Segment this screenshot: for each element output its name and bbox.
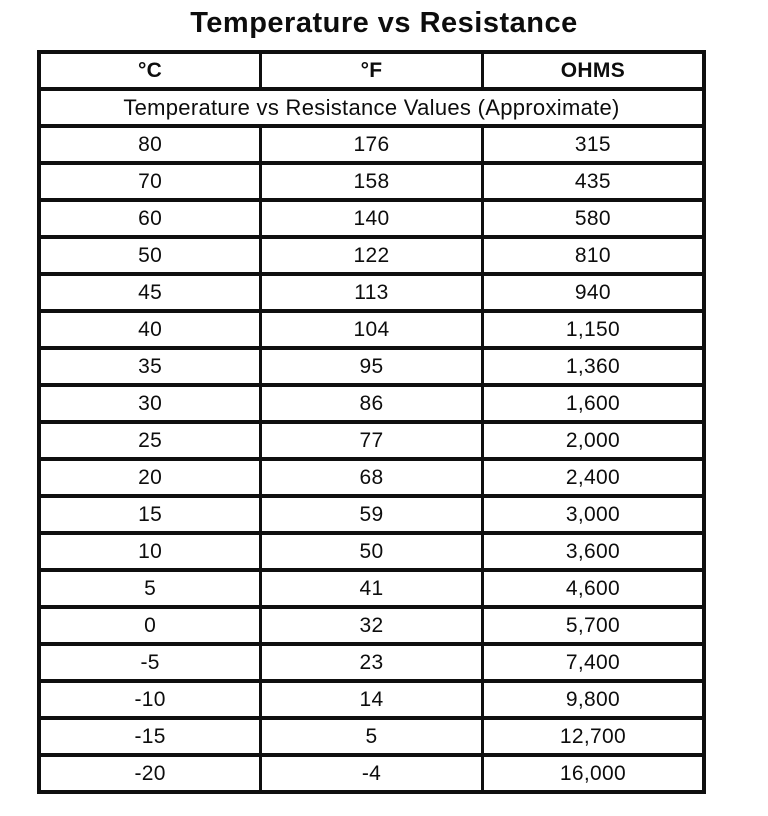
table-row: 60 140 580 (37, 198, 706, 239)
page-title: Temperature vs Resistance (190, 7, 578, 39)
table-cell: 10 (37, 531, 263, 572)
table-cell: 5 (37, 568, 263, 609)
table-cell: 68 (259, 457, 484, 498)
table-cell: -20 (37, 753, 263, 794)
table-cell: 5,700 (480, 605, 706, 646)
table-row: -10 14 9,800 (37, 679, 706, 720)
table-cell: 12,700 (480, 716, 706, 757)
table-subtitle: Temperature vs Resistance Values (Approx… (37, 87, 706, 128)
table-cell: 580 (480, 198, 706, 239)
table-cell: 3,000 (480, 494, 706, 535)
table-cell: 20 (37, 457, 263, 498)
table-cell: 14 (259, 679, 484, 720)
table-cell: 30 (37, 383, 263, 424)
table-cell: 80 (37, 124, 263, 165)
table-cell: 25 (37, 420, 263, 461)
table-cell: 59 (259, 494, 484, 535)
header-row: °C °F OHMS (37, 50, 706, 91)
table-cell: 0 (37, 605, 263, 646)
table-row: 40 104 1,150 (37, 309, 706, 350)
table-cell: 23 (259, 642, 484, 683)
table-cell: 50 (37, 235, 263, 276)
table-cell: 1,600 (480, 383, 706, 424)
table-row: -5 23 7,400 (37, 642, 706, 683)
table-cell: 2,000 (480, 420, 706, 461)
table-cell: 32 (259, 605, 484, 646)
table-row: 0 32 5,700 (37, 605, 706, 646)
table-row: 35 95 1,360 (37, 346, 706, 387)
table-row: 70 158 435 (37, 161, 706, 202)
table-cell: 5 (259, 716, 484, 757)
column-header-ohms: OHMS (480, 50, 706, 91)
table-cell: 176 (259, 124, 484, 165)
table-row: -20 -4 16,000 (37, 753, 706, 794)
table-cell: 1,360 (480, 346, 706, 387)
table-row: 25 77 2,000 (37, 420, 706, 461)
table-cell: 45 (37, 272, 263, 313)
table-cell: 41 (259, 568, 484, 609)
table-cell: 50 (259, 531, 484, 572)
table-cell: 70 (37, 161, 263, 202)
table-row: 10 50 3,600 (37, 531, 706, 572)
table-row: 50 122 810 (37, 235, 706, 276)
table-row: 30 86 1,600 (37, 383, 706, 424)
table-cell: 810 (480, 235, 706, 276)
table-cell: -4 (259, 753, 484, 794)
table-cell: 77 (259, 420, 484, 461)
table-row: -15 5 12,700 (37, 716, 706, 757)
table-cell: 95 (259, 346, 484, 387)
subtitle-row: Temperature vs Resistance Values (Approx… (37, 87, 706, 128)
table-cell: 104 (259, 309, 484, 350)
table-row: 45 113 940 (37, 272, 706, 313)
table-cell: 60 (37, 198, 263, 239)
table-body: 80 176 315 70 158 435 60 140 580 50 122 810 45 113 940… (37, 124, 706, 794)
table-cell: 2,400 (480, 457, 706, 498)
table-row: 5 41 4,600 (37, 568, 706, 609)
table-cell: -5 (37, 642, 263, 683)
table-cell: 122 (259, 235, 484, 276)
table-cell: -10 (37, 679, 263, 720)
table-cell: 3,600 (480, 531, 706, 572)
table-cell: 113 (259, 272, 484, 313)
table-cell: 1,150 (480, 309, 706, 350)
temperature-resistance-table: °C °F OHMS Temperature vs Resistance Val… (37, 50, 706, 794)
table-cell: 16,000 (480, 753, 706, 794)
table-cell: 940 (480, 272, 706, 313)
table-cell: 4,600 (480, 568, 706, 609)
table-cell: 435 (480, 161, 706, 202)
table-cell: 315 (480, 124, 706, 165)
table-cell: 35 (37, 346, 263, 387)
column-header-celsius: °C (37, 50, 263, 91)
table-cell: 7,400 (480, 642, 706, 683)
table-row: 15 59 3,000 (37, 494, 706, 535)
table-cell: 86 (259, 383, 484, 424)
column-header-fahrenheit: °F (259, 50, 484, 91)
table-cell: 40 (37, 309, 263, 350)
table-cell: 15 (37, 494, 263, 535)
table-cell: 9,800 (480, 679, 706, 720)
table-cell: 158 (259, 161, 484, 202)
table-row: 20 68 2,400 (37, 457, 706, 498)
table-cell: 140 (259, 198, 484, 239)
table-row: 80 176 315 (37, 124, 706, 165)
table-cell: -15 (37, 716, 263, 757)
